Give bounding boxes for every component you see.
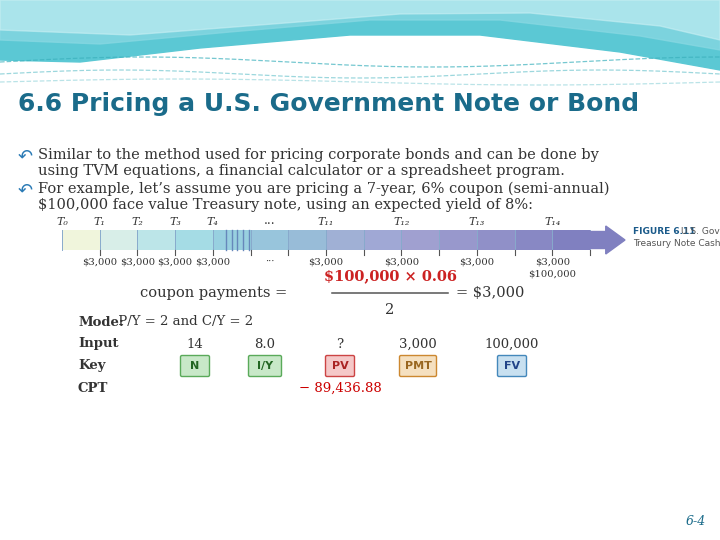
FancyBboxPatch shape (400, 355, 436, 376)
Text: $3,000: $3,000 (535, 257, 570, 266)
Text: T₁₁: T₁₁ (318, 217, 334, 227)
Text: coupon payments =: coupon payments = (140, 286, 287, 300)
Bar (251, 230, 288, 250)
Text: $3,000: $3,000 (195, 257, 230, 266)
Text: T₀: T₀ (56, 217, 68, 227)
Text: PMT: PMT (405, 361, 431, 371)
Text: T₃: T₃ (169, 217, 181, 227)
Text: T₁₄: T₁₄ (544, 217, 560, 227)
Text: $3,000: $3,000 (158, 257, 193, 266)
Bar (552, 230, 590, 250)
Text: FIGURE 6.11: FIGURE 6.11 (633, 227, 696, 236)
Bar (138, 230, 175, 250)
Bar (326, 230, 364, 250)
Text: $100,000 face value Treasury note, using an expected yield of 8%:: $100,000 face value Treasury note, using… (38, 198, 533, 212)
Text: T₄: T₄ (207, 217, 219, 227)
Text: Input: Input (78, 338, 119, 350)
Text: CPT: CPT (78, 381, 109, 395)
Bar (62, 230, 99, 250)
Text: $3,000: $3,000 (308, 257, 343, 266)
Text: $3,000: $3,000 (384, 257, 419, 266)
Text: Mode:: Mode: (78, 315, 124, 328)
Polygon shape (0, 0, 720, 40)
Text: $3,000: $3,000 (120, 257, 155, 266)
Bar (213, 230, 251, 250)
Text: T₂: T₂ (132, 217, 143, 227)
Bar (364, 230, 402, 250)
Text: − 89,436.88: − 89,436.88 (299, 381, 382, 395)
Text: Treasury Note Cash Flows: Treasury Note Cash Flows (633, 239, 720, 248)
Text: T₁: T₁ (94, 217, 106, 227)
Text: 2: 2 (385, 303, 395, 317)
Bar (515, 230, 552, 250)
Bar (288, 230, 326, 250)
Text: 100,000: 100,000 (485, 338, 539, 350)
Text: ···: ··· (265, 257, 274, 266)
Text: ...: ... (264, 214, 275, 227)
Polygon shape (0, 0, 720, 50)
Text: U.S. Government: U.S. Government (681, 227, 720, 236)
Text: 6-4: 6-4 (685, 515, 706, 528)
Text: FV: FV (504, 361, 520, 371)
Bar (175, 230, 213, 250)
Text: Similar to the method used for pricing corporate bonds and can be done by: Similar to the method used for pricing c… (38, 148, 599, 162)
Text: Key: Key (78, 360, 106, 373)
Bar (402, 230, 439, 250)
Text: $3,000: $3,000 (82, 257, 117, 266)
Text: using TVM equations, a financial calculator or a spreadsheet program.: using TVM equations, a financial calcula… (38, 164, 565, 178)
FancyArrow shape (590, 226, 625, 254)
Text: For example, let’s assume you are pricing a 7-year, 6% coupon (semi-annual): For example, let’s assume you are pricin… (38, 182, 610, 197)
Text: 3,000: 3,000 (399, 338, 437, 350)
FancyBboxPatch shape (248, 355, 282, 376)
Text: 8.0: 8.0 (254, 338, 276, 350)
FancyBboxPatch shape (181, 355, 210, 376)
Text: $3,000: $3,000 (459, 257, 495, 266)
Text: $100,000: $100,000 (528, 270, 576, 279)
Text: ↶: ↶ (18, 182, 33, 200)
Bar (99, 230, 138, 250)
Text: T₁₃: T₁₃ (469, 217, 485, 227)
Text: T₁₂: T₁₂ (393, 217, 410, 227)
FancyBboxPatch shape (498, 355, 526, 376)
Text: ↶: ↶ (18, 148, 33, 166)
Text: $100,000 × 0.06: $100,000 × 0.06 (323, 269, 456, 283)
Text: I/Y: I/Y (257, 361, 273, 371)
Text: 14: 14 (186, 338, 203, 350)
Bar (477, 230, 515, 250)
Text: P/Y = 2 and C/Y = 2: P/Y = 2 and C/Y = 2 (114, 315, 253, 328)
Text: PV: PV (332, 361, 348, 371)
Bar (439, 230, 477, 250)
Text: ?: ? (336, 338, 343, 350)
Polygon shape (0, 0, 720, 70)
Text: 6.6 Pricing a U.S. Government Note or Bond: 6.6 Pricing a U.S. Government Note or Bo… (18, 92, 639, 116)
Text: = $3,000: = $3,000 (456, 286, 524, 300)
Text: N: N (190, 361, 199, 371)
FancyBboxPatch shape (325, 355, 354, 376)
